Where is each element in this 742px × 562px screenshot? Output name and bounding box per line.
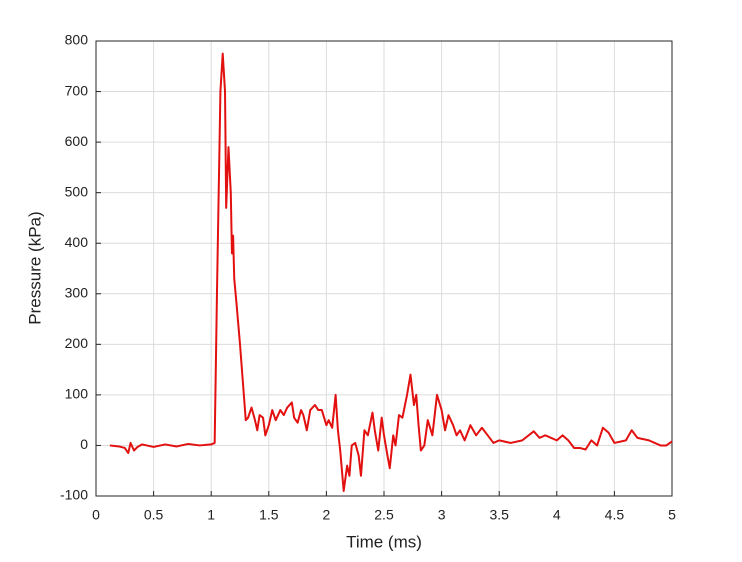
y-tick-label: 100 [65, 386, 89, 402]
y-tick-label: 0 [80, 436, 88, 452]
x-tick-label: 2 [323, 507, 331, 523]
y-tick-label: 600 [65, 133, 89, 149]
y-tick-label: 700 [65, 82, 89, 98]
y-axis-label: Pressure (kPa) [25, 211, 44, 324]
y-tick-label: 400 [65, 234, 89, 250]
y-tick-label: -100 [60, 487, 88, 503]
x-tick-label: 1 [207, 507, 215, 523]
y-tick-label: 300 [65, 284, 89, 300]
x-tick-label: 4.5 [605, 507, 625, 523]
x-tick-label: 4 [553, 507, 561, 523]
y-tick-label: 800 [65, 32, 89, 48]
data-line [109, 52, 673, 492]
x-tick-label: 3 [438, 507, 446, 523]
x-tick-label: 2.5 [374, 507, 394, 523]
y-tick-label: 500 [65, 183, 89, 199]
x-tick-label: 0.5 [144, 507, 164, 523]
x-tick-label: 0 [92, 507, 100, 523]
x-tick-label: 1.5 [259, 507, 279, 523]
x-tick-label: 3.5 [489, 507, 509, 523]
x-tick-label: 5 [668, 507, 676, 523]
y-tick-label: 200 [65, 335, 89, 351]
x-axis-label: Time (ms) [346, 532, 422, 551]
